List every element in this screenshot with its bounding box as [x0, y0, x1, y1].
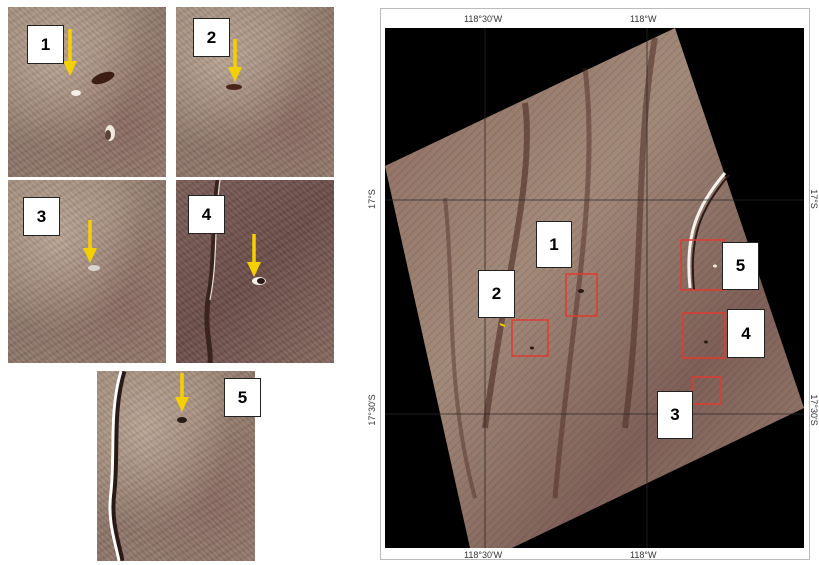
yellow-arrow-icon [175, 373, 189, 412]
panel-4-label: 4 [188, 195, 225, 234]
right-latitude-label-2: 17°30'S [809, 394, 819, 426]
crater-mark [88, 265, 100, 271]
crater-mark [226, 84, 242, 90]
site-box-3 [692, 376, 722, 405]
map-frame [380, 8, 810, 560]
right-latitude-label-1: 17°S [809, 189, 819, 209]
yellow-arrow-icon [63, 29, 77, 76]
site-box-4 [682, 312, 726, 359]
top-longitude-label-2: 118°W [630, 14, 657, 24]
channel-mark [108, 371, 127, 561]
left-latitude-label-2: 17°30'S [367, 394, 377, 426]
map-image [385, 28, 804, 548]
yellow-arrow-icon [83, 220, 97, 263]
map-site-label-4: 4 [727, 309, 765, 358]
panel-3: 3 [8, 180, 166, 363]
site-box-2 [511, 319, 549, 357]
crater-mark [177, 417, 187, 423]
left-latitude-label-1: 17°S [367, 189, 377, 209]
panel-2: 2 [176, 7, 334, 177]
top-longitude-label-1: 118°30'W [464, 14, 503, 24]
yellow-arrow-icon [247, 234, 261, 277]
panel-2-label: 2 [193, 18, 230, 57]
map-site-label-2: 2 [478, 270, 515, 318]
panel-4: 4 [176, 180, 334, 363]
map-site-label-5: 5 [722, 242, 759, 290]
panel-5-label: 5 [224, 378, 261, 417]
panel-3-label: 3 [23, 197, 60, 236]
bottom-longitude-label-1: 118°30'W [464, 550, 503, 560]
panel-1-label: 1 [27, 25, 64, 64]
map-site-label-1: 1 [536, 221, 572, 268]
satellite-map [385, 28, 804, 548]
yellow-arrow-icon [228, 39, 242, 82]
crater-mark [252, 277, 266, 285]
panel-1: 1 [8, 7, 166, 177]
crater-mark [71, 71, 115, 141]
site-box-1 [565, 273, 598, 317]
bottom-longitude-label-2: 118°W [630, 550, 657, 560]
map-site-label-3: 3 [657, 391, 693, 439]
